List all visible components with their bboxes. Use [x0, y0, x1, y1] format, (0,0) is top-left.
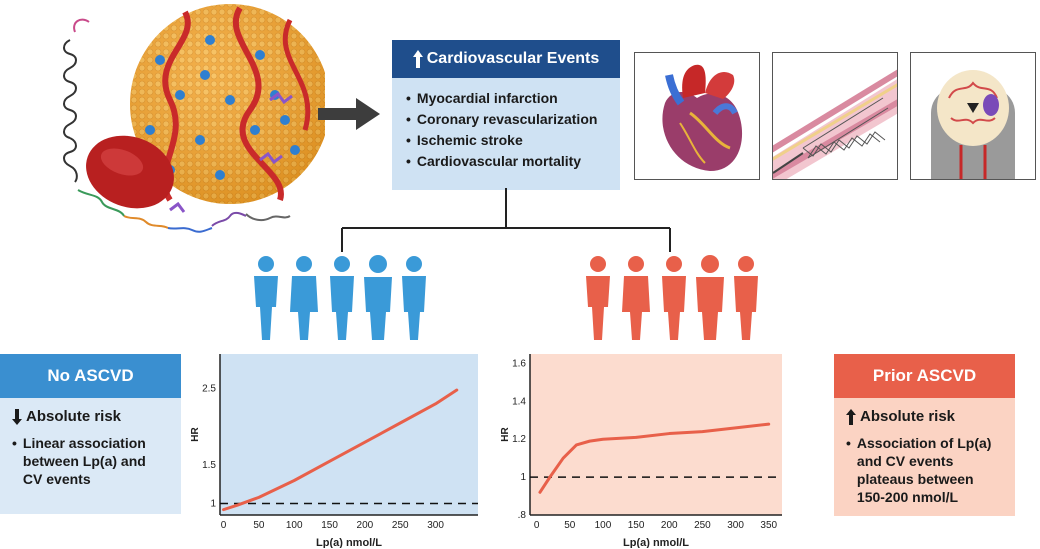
list-item: Myocardial infarction	[406, 88, 620, 109]
x-axis-label: Lp(a) nmol/L	[623, 537, 689, 548]
list-item: Cardiovascular mortality	[406, 151, 620, 172]
hr-chart-prior-ascvd: 0 50 100 150 200 250 300 350 .8 1 1.2 1.4 1.6 Lp(a) n…	[500, 354, 782, 548]
x-tick-label: 150	[628, 520, 645, 531]
down-arrow-icon	[12, 409, 22, 425]
y-tick-label: 1	[210, 499, 216, 510]
people-group-icon	[254, 255, 426, 340]
connector-lines	[341, 188, 671, 252]
prior-ascvd-bullet: Association of Lp(a) and CV events plate…	[856, 435, 992, 505]
x-tick-label: 100	[595, 520, 612, 531]
x-tick-label: 100	[286, 520, 303, 531]
brain-thumbnail	[910, 52, 1036, 180]
people-group-icon	[586, 255, 758, 340]
x-tick-label: 350	[760, 520, 777, 531]
up-arrow-icon	[846, 409, 856, 425]
stent-illustration	[773, 69, 897, 179]
x-tick-label: 200	[357, 520, 374, 531]
arrow-right-icon	[318, 98, 380, 130]
brain-illustration	[931, 70, 1015, 179]
y-axis-label: HR	[190, 427, 201, 442]
hr-series-line	[222, 388, 459, 512]
x-tick-label: 0	[221, 520, 227, 531]
cv-events-title: Cardiovascular Events	[426, 50, 600, 67]
no-ascvd-risk: Absolute risk	[26, 408, 122, 425]
heart-thumbnail	[634, 52, 760, 180]
prior-ascvd-title: Prior ASCVD	[834, 354, 1015, 398]
lpa-particle-illustration	[63, 4, 325, 233]
x-tick-label: 50	[564, 520, 576, 531]
cardiovascular-events-box: Cardiovascular Events Myocardial infarct…	[392, 40, 620, 190]
list-item: Ischemic stroke	[406, 130, 620, 151]
chart-plot-area	[220, 354, 478, 515]
cv-events-header: Cardiovascular Events	[392, 40, 620, 78]
y-tick-label: 1.5	[202, 460, 216, 471]
y-tick-label: 1.6	[512, 358, 526, 369]
x-tick-label: 300	[727, 520, 744, 531]
x-axis-label: Lp(a) nmol/L	[316, 537, 382, 548]
x-tick-label: 300	[427, 520, 444, 531]
y-axis-label: HR	[500, 427, 511, 442]
y-tick-label: 2.5	[202, 384, 216, 395]
cv-events-list: Myocardial infarction Coronary revascula…	[392, 78, 620, 172]
hr-series-line	[538, 422, 771, 494]
no-ascvd-panel: No ASCVD Absolute risk • Linear associati…	[0, 354, 181, 514]
y-tick-label: 1.2	[512, 434, 526, 445]
prior-ascvd-risk: Absolute risk	[860, 408, 956, 425]
x-tick-label: 150	[321, 520, 338, 531]
x-tick-label: 200	[661, 520, 678, 531]
x-tick-label: 50	[253, 520, 265, 531]
no-ascvd-bullet: Linear association between Lp(a) and CV …	[22, 435, 146, 487]
prior-ascvd-panel: Prior ASCVD Absolute risk • Association o…	[834, 354, 1015, 516]
heart-illustration	[662, 64, 743, 171]
list-item: Coronary revascularization	[406, 109, 620, 130]
hr-chart-no-ascvd: 0 50 100 150 200 250 300 1 1.5 2.5 Lp(a) nmol/L HR	[190, 354, 478, 548]
stent-thumbnail	[772, 52, 898, 180]
y-tick-label: 1.4	[512, 396, 526, 407]
x-tick-label: 250	[694, 520, 711, 531]
x-tick-label: 0	[534, 520, 540, 531]
no-ascvd-title: No ASCVD	[0, 354, 181, 398]
y-tick-label: .8	[518, 510, 527, 521]
up-arrow-icon	[412, 50, 423, 68]
x-tick-label: 250	[392, 520, 409, 531]
y-tick-label: 1	[520, 472, 526, 483]
